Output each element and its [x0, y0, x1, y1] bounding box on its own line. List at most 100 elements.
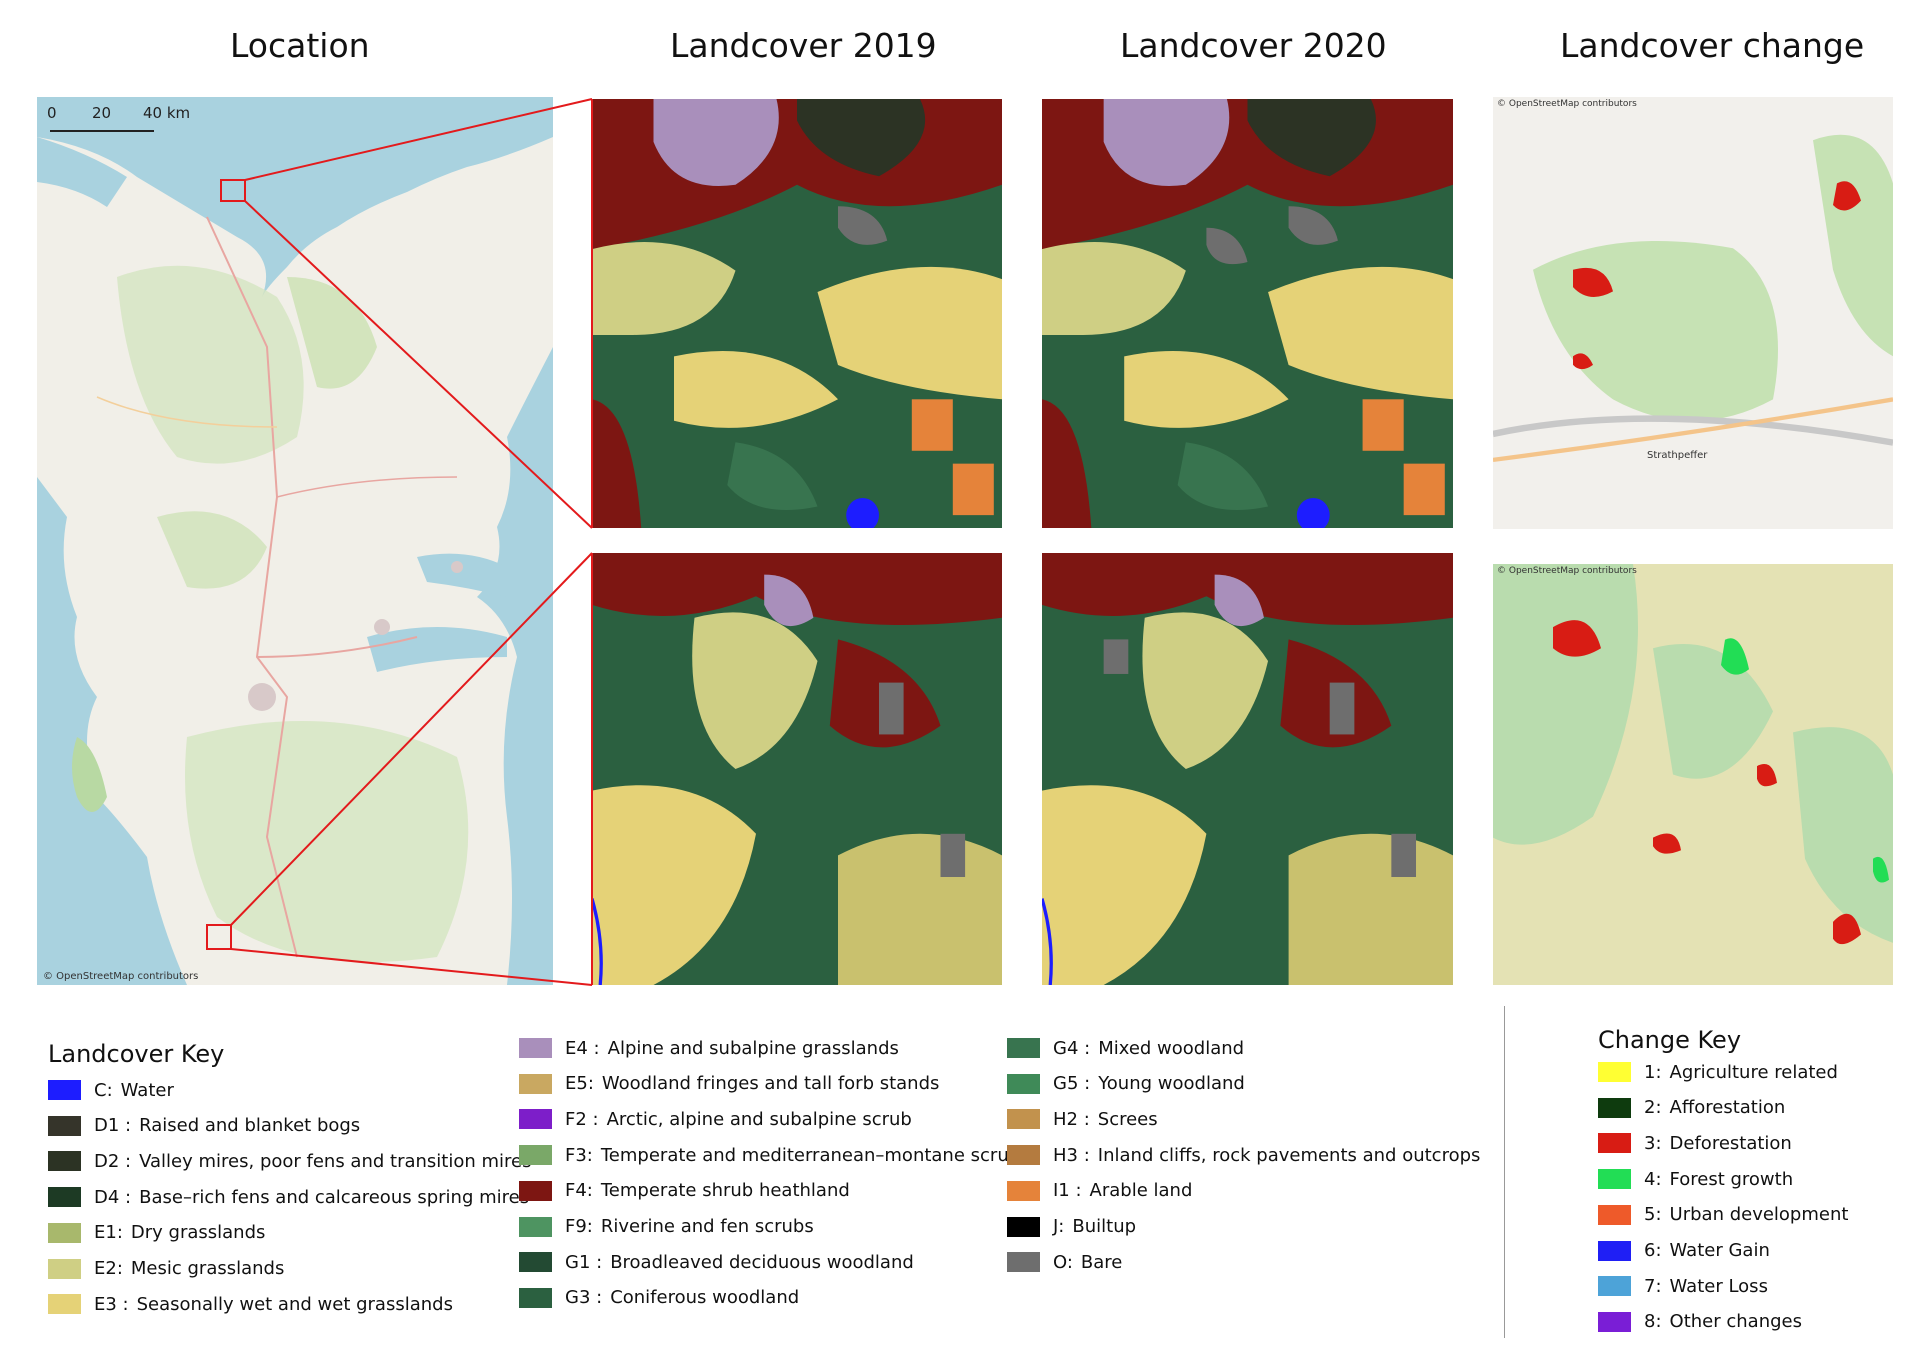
landcover-key-code: E4 : [565, 1037, 600, 1059]
change-key-title: Change Key [1598, 1026, 1742, 1054]
landcover-key-swatch [1007, 1216, 1040, 1237]
landcover-key-label: Bare [1080, 1251, 1123, 1273]
landcover-key-item: F4: Temperate shrub heathland [519, 1180, 850, 1202]
landcover-key-item: D1 : Raised and blanket bogs [48, 1115, 360, 1137]
landcover-key-label: Coniferous woodland [610, 1287, 800, 1309]
landcover-key-label: Builtup [1072, 1216, 1137, 1237]
landcover-key-code: G5 : [1053, 1073, 1091, 1095]
landcover-key-code: E3 : [94, 1293, 129, 1315]
change-key-code: 1: [1644, 1061, 1662, 1083]
landcover-key-swatch [519, 1073, 552, 1094]
change-key-swatch [1598, 1097, 1631, 1118]
landcover-key-item: G4 : Mixed woodland [1007, 1037, 1244, 1059]
landcover-2019-south[interactable] [592, 553, 1002, 985]
landcover-key-label: Temperate shrub heathland [600, 1180, 850, 1202]
landcover-key-code: H3 : [1053, 1144, 1090, 1166]
title-location: Location [230, 26, 370, 65]
location-map[interactable] [37, 97, 553, 985]
landcover-key-swatch [519, 1287, 552, 1308]
landcover-key-label: Water [120, 1079, 174, 1101]
change-key-item: 5: Urban development [1598, 1204, 1848, 1226]
landcover-key-label: Arctic, alpine and subalpine scrub [606, 1108, 912, 1130]
change-key-item: 4: Forest growth [1598, 1168, 1793, 1190]
landcover-key-item: E5: Woodland fringes and tall forb stands [519, 1073, 939, 1095]
landcover-2019-north-graphic [592, 99, 1002, 528]
landcover-key-code: I1 : [1053, 1180, 1082, 1202]
change-map-south[interactable] [1493, 564, 1893, 985]
landcover-key-swatch [48, 1187, 81, 1208]
attribution-location: © OpenStreetMap contributors [43, 971, 199, 982]
landcover-2020-north-graphic [1042, 99, 1453, 528]
landcover-key-label: Alpine and subalpine grasslands [607, 1037, 899, 1059]
change-key-item: 8: Other changes [1598, 1311, 1802, 1333]
landcover-2019-north[interactable] [592, 99, 1002, 528]
landcover-2020-south-graphic [1042, 553, 1453, 985]
place-label-strathpeffer: Strathpeffer [1647, 450, 1708, 461]
landcover-key-label: Riverine and fen scrubs [600, 1216, 814, 1237]
title-landcover-change: Landcover change [1560, 26, 1865, 65]
landcover-key-swatch [519, 1180, 552, 1201]
landcover-key-label: Mixed woodland [1098, 1037, 1245, 1059]
landcover-key-swatch [519, 1145, 552, 1166]
landcover-key-swatch [1007, 1109, 1040, 1130]
landcover-key-item: E3 : Seasonally wet and wet grasslands [48, 1293, 453, 1315]
landcover-key-label: Seasonally wet and wet grasslands [136, 1293, 453, 1315]
landcover-key-item: C: Water [48, 1079, 174, 1101]
change-key-item: 3: Deforestation [1598, 1132, 1792, 1154]
landcover-key-code: E1: [94, 1222, 123, 1244]
landcover-key-code: F2 : [565, 1108, 599, 1130]
landcover-key-label: Arable land [1089, 1180, 1193, 1202]
change-key-swatch [1598, 1311, 1631, 1332]
landcover-key-label: Valley mires, poor fens and transition m… [139, 1150, 532, 1172]
title-landcover-2019: Landcover 2019 [670, 26, 937, 65]
landcover-key-code: G1 : [565, 1251, 603, 1273]
landcover-key-label: Dry grasslands [130, 1222, 266, 1244]
change-key-label: Afforestation [1669, 1097, 1786, 1119]
landcover-2020-south[interactable] [1042, 553, 1453, 985]
scale-line [50, 130, 154, 132]
change-key-label: Deforestation [1669, 1132, 1792, 1154]
landcover-key-code: E5: [565, 1073, 594, 1095]
landcover-key-item: O: Bare [1007, 1251, 1122, 1273]
landcover-key-swatch [48, 1151, 81, 1172]
landcover-key-item: F9: Riverine and fen scrubs [519, 1216, 814, 1238]
change-key-swatch [1598, 1240, 1631, 1261]
landcover-key-swatch [1007, 1180, 1040, 1201]
landcover-key-code: O: [1053, 1251, 1073, 1273]
landcover-key-item: I1 : Arable land [1007, 1180, 1192, 1202]
landcover-key-label: Temperate and mediterranean–montane scru… [600, 1144, 1021, 1166]
landcover-key-label: Base–rich fens and calcareous spring mir… [139, 1186, 530, 1208]
landcover-key-swatch [1007, 1073, 1040, 1094]
location-map-graphic [37, 97, 553, 985]
landcover-2019-south-graphic [592, 553, 1002, 985]
landcover-key-code: C: [94, 1079, 113, 1101]
landcover-2020-north[interactable] [1042, 99, 1453, 528]
title-landcover-2020: Landcover 2020 [1120, 26, 1387, 65]
change-key-label: Other changes [1669, 1311, 1802, 1333]
landcover-key-code: D2 : [94, 1150, 132, 1172]
change-map-north[interactable] [1493, 97, 1893, 529]
change-map-north-graphic [1493, 97, 1893, 529]
change-key-swatch [1598, 1169, 1631, 1190]
change-key-code: 5: [1644, 1204, 1662, 1226]
change-key-code: 8: [1644, 1311, 1662, 1333]
change-key-code: 7: [1644, 1275, 1662, 1297]
landcover-key-item: F3: Temperate and mediterranean–montane s… [519, 1144, 1020, 1166]
landcover-key-swatch [519, 1109, 552, 1130]
landcover-key-code: J: [1053, 1216, 1065, 1237]
landcover-key-swatch [48, 1294, 81, 1315]
landcover-key-item: F2 : Arctic, alpine and subalpine scrub [519, 1108, 912, 1130]
landcover-key-label: Mesic grasslands [130, 1258, 285, 1279]
landcover-key-label: Screes [1097, 1108, 1158, 1130]
change-key-swatch [1598, 1276, 1631, 1297]
landcover-key-item: G3 : Coniferous woodland [519, 1287, 799, 1309]
change-key-label: Water Loss [1669, 1275, 1768, 1297]
landcover-key-item: G1 : Broadleaved deciduous woodland [519, 1251, 914, 1273]
landcover-key-code: F3: [565, 1144, 593, 1166]
landcover-key-code: G4 : [1053, 1037, 1091, 1059]
landcover-key-swatch [519, 1216, 552, 1237]
change-key-item: 1: Agriculture related [1598, 1061, 1838, 1083]
change-key-item: 7: Water Loss [1598, 1275, 1768, 1297]
scale-tick-0: 0 [47, 104, 57, 122]
landcover-key-item: D2 : Valley mires, poor fens and transiti… [48, 1150, 532, 1172]
